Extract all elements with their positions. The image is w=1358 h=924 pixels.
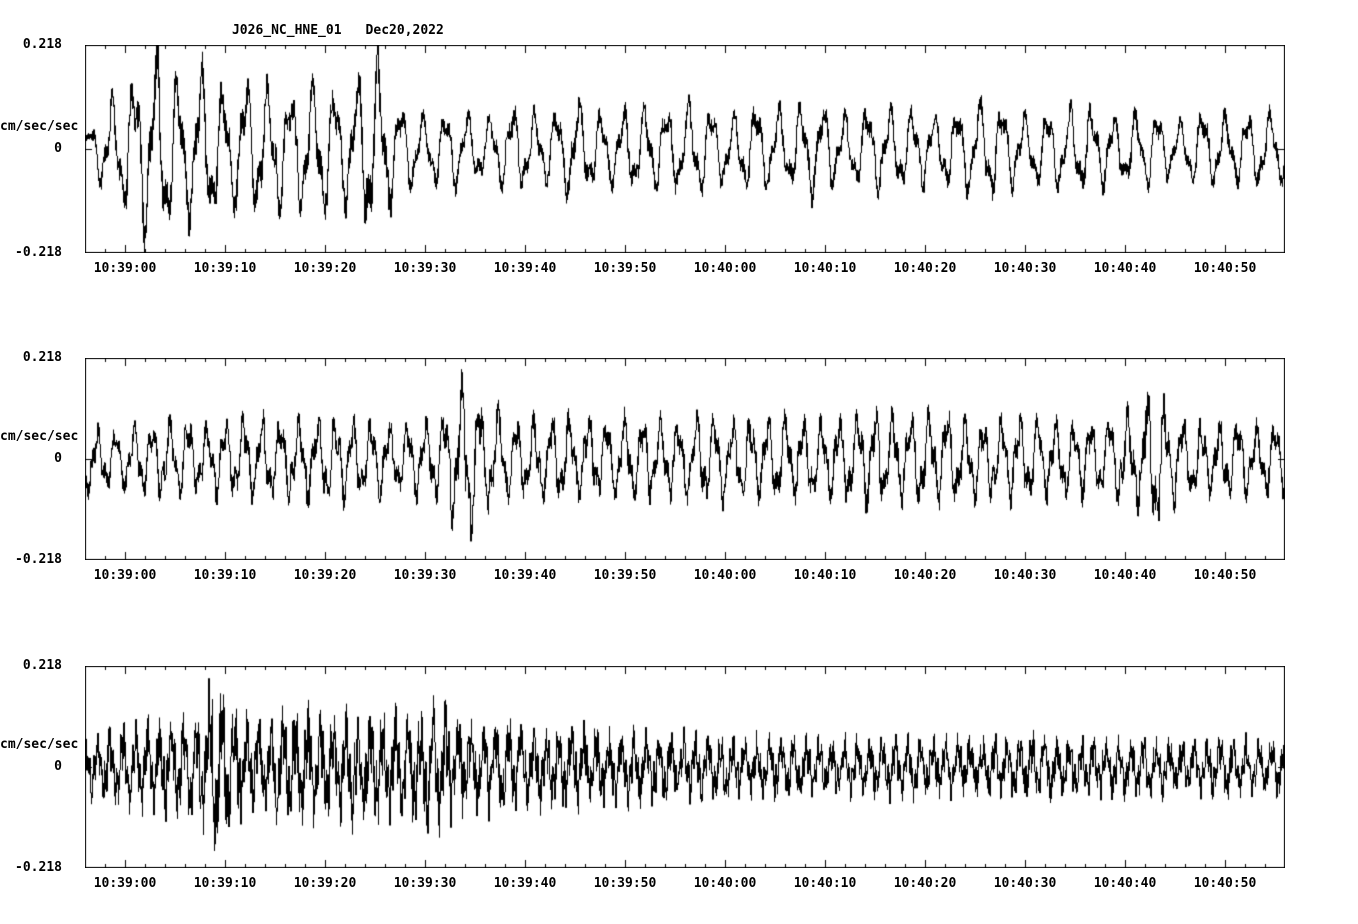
y-axis-unit-label: cm/sec/sec [0, 737, 79, 752]
time-tick-label: 10:39:10 [193, 261, 257, 276]
waveform-canvas-hnz [85, 666, 1285, 868]
time-tick-label: 10:39:00 [93, 876, 157, 891]
time-tick-label: 10:40:20 [893, 261, 957, 276]
time-tick-label: 10:40:40 [1093, 261, 1157, 276]
time-tick-label: 10:39:00 [93, 261, 157, 276]
time-tick-label: 10:40:20 [893, 568, 957, 583]
time-tick-label: 10:40:40 [1093, 568, 1157, 583]
time-tick-label: 10:39:10 [193, 568, 257, 583]
time-tick-label: 10:39:20 [293, 261, 357, 276]
y-max-label: 0.218 [22, 658, 62, 673]
time-tick-label: 10:40:00 [693, 261, 757, 276]
seismogram-panel-hne: J026_NC_HNE_01 Dec20,2022 0.218 cm/sec/se… [0, 0, 1358, 300]
waveform-canvas-hne [85, 45, 1285, 253]
time-tick-label: 10:39:10 [193, 876, 257, 891]
time-tick-label: 10:40:30 [993, 261, 1057, 276]
y-min-label: -0.218 [15, 245, 62, 260]
time-axis-labels: 10:39:00 10:39:10 10:39:20 10:39:30 10:39:40… [85, 568, 1285, 588]
time-axis-labels: 10:39:00 10:39:10 10:39:20 10:39:30 10:39:40… [85, 876, 1285, 896]
time-tick-label: 10:39:40 [493, 568, 557, 583]
time-axis-labels: 10:39:00 10:39:10 10:39:20 10:39:30 10:39:40… [85, 261, 1285, 281]
time-tick-label: 10:39:30 [393, 261, 457, 276]
time-tick-label: 10:40:00 [693, 876, 757, 891]
y-zero-label: 0 [54, 759, 62, 774]
y-axis-unit-label: cm/sec/sec [0, 119, 79, 134]
y-min-label: -0.218 [15, 860, 62, 875]
time-tick-label: 10:40:50 [1193, 568, 1257, 583]
y-max-label: 0.218 [22, 350, 62, 365]
time-tick-label: 10:40:10 [793, 568, 857, 583]
time-tick-label: 10:39:20 [293, 876, 357, 891]
time-tick-label: 10:40:50 [1193, 876, 1257, 891]
time-tick-label: 10:39:50 [593, 261, 657, 276]
time-tick-label: 10:40:30 [993, 568, 1057, 583]
time-tick-label: 10:40:30 [993, 876, 1057, 891]
y-axis-unit-label: cm/sec/sec [0, 429, 79, 444]
trace-title: J026_NC_HNE_01 Dec20,2022 [185, 8, 444, 53]
trace-date-label: Dec20,2022 [365, 23, 444, 38]
time-tick-label: 10:40:50 [1193, 261, 1257, 276]
time-tick-label: 10:40:40 [1093, 876, 1157, 891]
y-min-label: -0.218 [15, 552, 62, 567]
time-tick-label: 10:39:20 [293, 568, 357, 583]
waveform-canvas-hnn [85, 358, 1285, 560]
time-tick-label: 10:40:10 [793, 876, 857, 891]
time-tick-label: 10:39:40 [493, 261, 557, 276]
y-max-label: 0.218 [22, 37, 62, 52]
time-tick-label: 10:39:30 [393, 568, 457, 583]
time-tick-label: 10:40:00 [693, 568, 757, 583]
time-tick-label: 10:39:00 [93, 568, 157, 583]
time-tick-label: 10:40:20 [893, 876, 957, 891]
time-tick-label: 10:39:40 [493, 876, 557, 891]
time-tick-label: 10:39:50 [593, 568, 657, 583]
y-zero-label: 0 [54, 451, 62, 466]
time-tick-label: 10:39:30 [393, 876, 457, 891]
time-tick-label: 10:39:50 [593, 876, 657, 891]
y-zero-label: 0 [54, 141, 62, 156]
time-tick-label: 10:40:10 [793, 261, 857, 276]
station-channel-label: J026_NC_HNE_01 [231, 23, 342, 38]
